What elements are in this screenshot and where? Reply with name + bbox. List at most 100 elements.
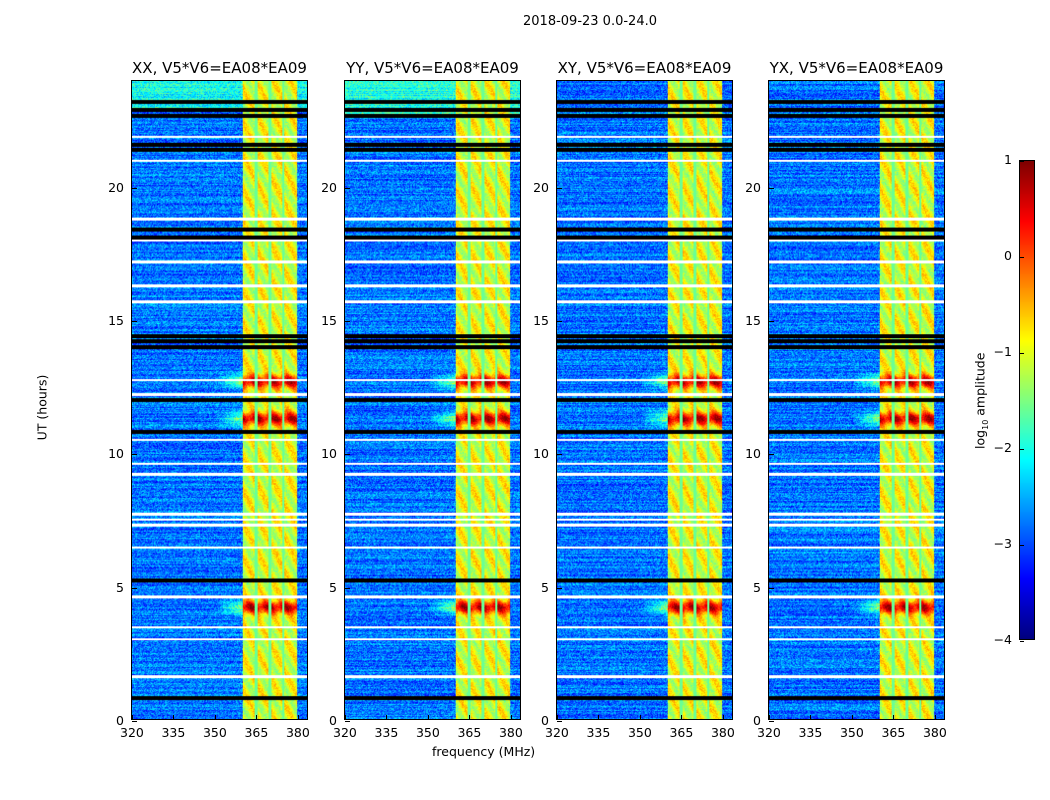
x-tick-mark [851, 715, 853, 720]
x-tick-label: 365 [669, 725, 694, 740]
y-tick-label: 0 [753, 713, 761, 728]
x-tick-label: 350 [627, 725, 652, 740]
y-tick-mark [345, 321, 350, 322]
colorbar-tick-label: −1 [993, 344, 1012, 359]
y-tick-label: 15 [321, 313, 337, 328]
y-tick-mark [557, 187, 562, 189]
spectrogram-panel-1: XX, V5*V6=EA08*EA09 320 335 350 365 380 0 5 10 15… [108, 59, 310, 740]
y-tick-mark [345, 454, 350, 456]
colorbar-tick-label: −2 [993, 440, 1012, 455]
x-tick-label: 335 [374, 725, 399, 740]
colorbar-tick-mark [1020, 545, 1024, 546]
x-tick-label: 350 [202, 725, 227, 740]
x-tick-mark [681, 715, 683, 720]
x-tick-mark [386, 715, 388, 720]
x-tick-mark [722, 715, 724, 720]
x-tick-label: 350 [839, 725, 864, 740]
x-tick-label: 320 [120, 725, 144, 740]
y-tick-mark [132, 587, 137, 589]
y-tick-label: 0 [329, 713, 337, 728]
y-tick-mark [345, 187, 350, 189]
x-tick-label: 380 [498, 725, 523, 740]
y-tick-mark [769, 721, 774, 722]
y-tick-label: 15 [533, 313, 549, 328]
colorbar-tick-label: −3 [993, 536, 1012, 551]
y-tick-mark [769, 321, 774, 322]
x-tick-label: 320 [333, 725, 357, 740]
spectrogram-image [557, 81, 732, 719]
y-tick-label: 15 [745, 313, 761, 328]
x-tick-label: 365 [244, 725, 269, 740]
y-tick-mark [769, 454, 774, 456]
x-tick-mark [173, 715, 175, 720]
colorbar-tick-mark [1020, 161, 1024, 162]
x-tick-mark [297, 715, 299, 720]
x-tick-label: 320 [545, 725, 569, 740]
y-tick-label: 10 [533, 446, 549, 462]
colorbar-tick-label: 1 [1004, 152, 1012, 167]
spectrogram-panel-4: YX, V5*V6=EA08*EA09 320 335 350 365 380 0 5 10 15… [745, 59, 947, 740]
x-tick-label: 335 [798, 725, 823, 740]
y-tick-mark [345, 587, 350, 589]
y-axis-label: UT (hours) [34, 374, 50, 441]
spectrogram-image [132, 81, 307, 719]
x-tick-label: 365 [457, 725, 482, 740]
y-tick-mark [769, 187, 774, 189]
colorbar-label: log10 amplitude [972, 352, 990, 449]
spectrogram-panel-2: YY, V5*V6=EA08*EA09 320 335 350 365 380 0 5 10 15… [321, 59, 523, 740]
y-tick-label: 10 [321, 446, 337, 462]
panel-title: YY, V5*V6=EA08*EA09 [346, 59, 519, 77]
colorbar-tick-mark [1020, 353, 1024, 354]
y-tick-label: 5 [116, 579, 124, 595]
y-tick-label: 0 [541, 713, 549, 728]
x-tick-mark [639, 715, 641, 720]
x-tick-mark [510, 715, 512, 720]
y-tick-mark [132, 187, 137, 189]
colorbar-tick-mark [1020, 449, 1024, 450]
y-tick-label: 5 [541, 579, 549, 595]
x-tick-label: 350 [415, 725, 440, 740]
x-tick-mark [214, 715, 216, 720]
colorbar-tick-label: 0 [1004, 248, 1012, 263]
spectrogram-panel-3: XY, V5*V6=EA08*EA09 320 335 350 365 380 0 5 10 15… [533, 59, 735, 740]
y-tick-label: 10 [745, 446, 761, 462]
x-tick-mark [132, 715, 133, 720]
y-tick-label: 20 [108, 179, 124, 195]
x-tick-mark [469, 715, 471, 720]
x-tick-label: 380 [285, 725, 310, 740]
y-tick-label: 15 [108, 313, 124, 328]
y-tick-mark [557, 321, 562, 322]
y-tick-label: 20 [745, 179, 761, 195]
colorbar-tick-mark [1020, 641, 1024, 642]
colorbar: 1 0 −1 −2 −3 −4 [994, 152, 1035, 647]
x-tick-label: 365 [881, 725, 906, 740]
spectrogram-image [769, 81, 944, 719]
y-tick-mark [557, 721, 562, 722]
y-tick-label: 20 [533, 179, 549, 195]
y-tick-label: 5 [753, 579, 761, 595]
x-tick-mark [893, 715, 895, 720]
y-tick-label: 10 [108, 446, 124, 462]
figure-title: 2018-09-23 0.0-24.0 [523, 14, 657, 29]
y-tick-mark [557, 587, 562, 589]
y-tick-mark [557, 454, 562, 456]
y-tick-mark [132, 721, 137, 722]
x-tick-mark [934, 715, 936, 720]
panel-title: XY, V5*V6=EA08*EA09 [557, 59, 732, 77]
panel-title: YX, V5*V6=EA08*EA09 [769, 59, 944, 77]
x-tick-mark [345, 715, 346, 720]
y-tick-mark [769, 587, 774, 589]
y-tick-label: 20 [321, 179, 337, 195]
x-tick-label: 380 [922, 725, 947, 740]
y-tick-mark [345, 721, 350, 722]
x-tick-mark [598, 715, 600, 720]
colorbar-tick-label: −4 [993, 632, 1012, 647]
panel-title: XX, V5*V6=EA08*EA09 [132, 59, 307, 77]
x-tick-mark [810, 715, 812, 720]
x-tick-label: 380 [710, 725, 735, 740]
x-tick-mark [427, 715, 429, 720]
x-tick-label: 320 [757, 725, 781, 740]
x-tick-label: 335 [161, 725, 186, 740]
y-tick-label: 5 [329, 579, 337, 595]
